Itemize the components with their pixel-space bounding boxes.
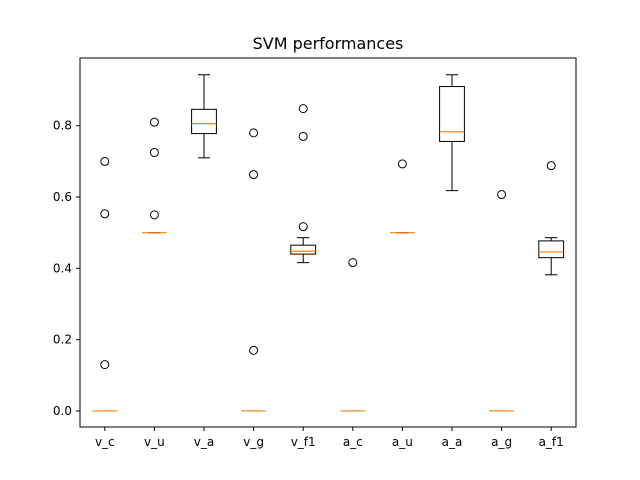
box-v_f1: [290, 104, 317, 264]
x-tick-label: v_c: [95, 435, 115, 449]
x-tick-label: v_a: [194, 435, 214, 449]
x-tick-label: v_f1: [291, 435, 316, 449]
x-axis: v_c v_u v_a v_g v_f1 a_c a_u a_a a_g a_f1: [95, 427, 564, 449]
box-body: [538, 240, 565, 259]
outlier-point: [100, 360, 110, 370]
y-tick-label: 0.8: [53, 119, 72, 133]
box-a_c: [340, 258, 366, 412]
y-tick-label: 0.2: [53, 333, 72, 347]
x-tick-label: a_f1: [539, 435, 564, 449]
y-tick-label: 0.6: [53, 190, 72, 204]
box-body: [191, 108, 217, 135]
y-axis: 0.0 0.2 0.4 0.6 0.8: [53, 119, 80, 418]
axes-frame: [79, 57, 577, 428]
y-tick-label: 0.0: [53, 404, 72, 418]
outlier-point: [348, 258, 358, 268]
outlier-point: [546, 161, 556, 171]
x-tick-label: v_g: [243, 435, 264, 449]
box-v_u: [142, 117, 167, 234]
x-tick-label: a_g: [491, 435, 512, 449]
chart-title: SVM performances: [253, 34, 404, 53]
outlier-point: [298, 222, 308, 232]
outlier-point: [298, 104, 308, 114]
outlier-point: [249, 128, 259, 138]
x-tick-label: a_u: [392, 435, 413, 449]
outlier-point: [149, 210, 159, 220]
outlier-point: [397, 159, 407, 169]
x-tick-label: a_c: [343, 435, 363, 449]
outlier-point: [100, 209, 110, 219]
box-v_a: [191, 74, 217, 159]
outlier-point: [249, 345, 259, 355]
outlier-point: [149, 117, 159, 127]
box-a_f1: [538, 161, 565, 276]
x-tick-label: v_u: [144, 435, 165, 449]
outlier-point: [100, 156, 110, 166]
box-a_g: [489, 190, 514, 412]
box-body: [439, 86, 465, 142]
box-a_u: [390, 159, 415, 234]
box-v_c: [92, 156, 118, 412]
box-v_g: [241, 128, 266, 412]
box-a_a: [439, 74, 465, 192]
outlier-point: [249, 170, 259, 180]
x-tick-label: a_a: [442, 435, 463, 449]
outlier-point: [149, 147, 159, 157]
outlier-point: [298, 131, 308, 141]
y-tick-label: 0.4: [53, 261, 72, 275]
box-body: [290, 244, 317, 255]
plot-area: [92, 74, 565, 412]
outlier-point: [497, 190, 507, 200]
